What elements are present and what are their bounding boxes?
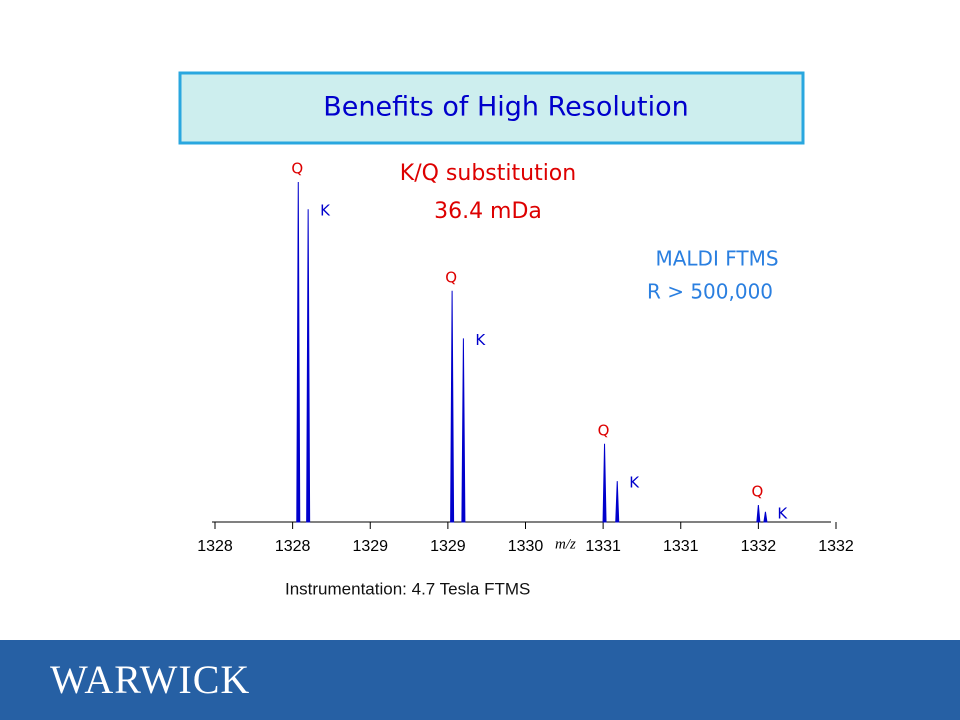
- peak: [602, 443, 607, 523]
- peak-label: K: [777, 504, 788, 522]
- x-axis-label: m/z: [555, 536, 576, 552]
- x-tick-label: 1329: [430, 538, 466, 555]
- x-tick-label: 1330: [508, 538, 544, 555]
- annotation: K/Q substitution: [400, 161, 576, 186]
- peak-label: Q: [751, 483, 763, 501]
- peak-label: Q: [445, 268, 457, 286]
- x-tick-label: 1331: [585, 538, 621, 555]
- x-tick-label: 1332: [818, 538, 854, 555]
- annotation: MALDI FTMS: [655, 247, 778, 271]
- peak: [756, 504, 761, 523]
- peak-label: K: [320, 202, 331, 220]
- peak: [296, 181, 301, 523]
- peak: [450, 290, 455, 523]
- x-tick-label: 1329: [352, 538, 388, 555]
- x-tick-label: 1328: [275, 538, 311, 555]
- peak-label: Q: [291, 160, 303, 178]
- x-tick-label: 1331: [663, 538, 699, 555]
- peak-label: Q: [598, 421, 610, 439]
- caption: Instrumentation: 4.7 Tesla FTMS: [285, 579, 530, 598]
- x-tick-label: 1332: [741, 538, 777, 555]
- chart-title: Benefits of High Resolution: [323, 92, 688, 123]
- peak-label: K: [629, 474, 640, 492]
- peak: [461, 338, 466, 523]
- annotation: R > 500,000: [647, 280, 773, 304]
- peak: [306, 209, 311, 523]
- peak-label: K: [475, 331, 486, 349]
- footer-band: [0, 640, 960, 720]
- annotation: 36.4 mDa: [434, 199, 542, 224]
- x-tick-label: 1328: [197, 538, 233, 555]
- peak: [615, 481, 620, 523]
- peak: [763, 511, 768, 523]
- footer-logo: WARWICK: [50, 657, 250, 702]
- title-box: [178, 71, 805, 145]
